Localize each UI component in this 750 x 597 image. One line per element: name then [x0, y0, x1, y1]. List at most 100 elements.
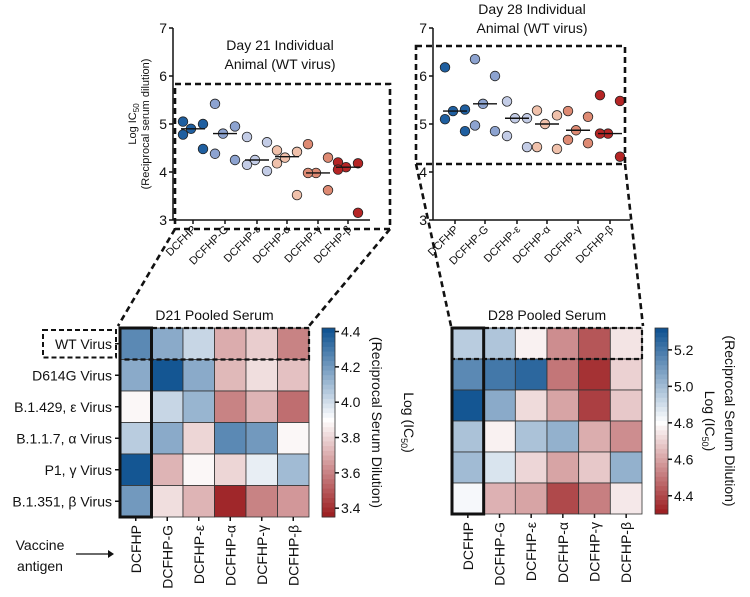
data-point — [209, 98, 221, 110]
data-point — [582, 111, 594, 123]
column-label: DCFHP-G — [492, 522, 508, 586]
heatmap-cell — [119, 327, 152, 360]
data-point — [501, 96, 513, 107]
heatmap-cell — [277, 453, 310, 486]
heatmap-cell — [277, 327, 310, 360]
heatmap-cell — [546, 420, 580, 453]
y-label-sub: 50 — [132, 103, 141, 112]
y-tick-label: 3 — [159, 212, 167, 228]
data-point — [551, 143, 563, 155]
heatmap-cell — [609, 482, 643, 515]
colorbar-segment — [322, 365, 335, 372]
heatmap-cell — [546, 451, 580, 484]
colorbar-segment — [655, 490, 668, 496]
colorbar-tick-label: 4.8 — [674, 415, 694, 431]
colorbar-segment — [655, 453, 668, 459]
d28-heatmap: D28 Pooled Serum DCFHP DCFHP-G DCFHP-ε DCFHP… — [450, 307, 738, 586]
heatmap-cell — [609, 327, 643, 360]
data-point — [332, 164, 344, 175]
row-label: WT Virus — [55, 336, 112, 352]
colorbar-segment — [655, 355, 668, 362]
colorbar-label-main: Log (IC — [702, 391, 718, 437]
y-tick-label: 5 — [159, 116, 167, 132]
colorbar-segment — [655, 500, 668, 506]
y-tick-label: 5 — [419, 116, 427, 132]
heatmap-cell — [609, 451, 643, 484]
column-label: DCFHP-β — [618, 522, 634, 583]
colorbar-segment — [655, 393, 668, 399]
colorbar-segment — [322, 389, 335, 395]
heatmap-cell — [514, 389, 548, 422]
heatmap-cell — [214, 485, 247, 518]
data-point — [501, 130, 513, 142]
colorbar-tick-label: 3.6 — [341, 465, 361, 481]
colorbar-segment — [655, 388, 668, 394]
data-point — [562, 134, 574, 146]
colorbar-label-line2: (Reciprocal Serum Dilution) — [722, 335, 738, 506]
heatmap-cell — [514, 482, 548, 515]
colorbar-label-main: Log (IC — [401, 392, 417, 438]
heatmap-cell — [119, 422, 152, 455]
colorbar-segment — [322, 408, 335, 414]
heatmap-cell — [609, 420, 643, 453]
colorbar-segment — [322, 375, 335, 381]
heatmap-cell — [245, 327, 278, 360]
heatmap-cell — [609, 389, 643, 422]
heatmap-cell — [578, 327, 611, 360]
colorbar-segment — [655, 462, 668, 468]
colorbar-segment — [322, 441, 335, 447]
heatmap-cell — [151, 390, 184, 423]
heatmap-cell — [151, 359, 184, 392]
data-point — [459, 125, 471, 137]
data-point — [562, 105, 574, 117]
heatmap-cell — [182, 327, 215, 360]
heatmap-cell — [245, 422, 278, 455]
d21-heatmap: D21 Pooled Serum WT Virus D614G Virus B.1.4… — [12, 307, 417, 589]
heatmap-cell — [151, 422, 184, 455]
heatmap-cell — [245, 453, 278, 486]
data-point — [531, 105, 543, 116]
heatmap-cell — [214, 359, 247, 392]
colorbar-segment — [322, 332, 335, 338]
colorbar-segment — [655, 481, 668, 487]
colorbar-segment — [322, 417, 335, 423]
colorbar-segment — [655, 360, 668, 366]
y-tick-label: 3 — [419, 212, 427, 228]
column-label: DCFHP-α — [555, 522, 571, 583]
heatmap-cell — [546, 327, 580, 360]
antigen-label: antigen — [17, 558, 63, 574]
colorbar-tick-label: 4.0 — [341, 394, 361, 410]
heatmap-cell — [277, 359, 310, 392]
colorbar-segment — [322, 446, 335, 452]
y-tick-label: 7 — [419, 20, 427, 36]
colorbar-segment — [322, 479, 335, 485]
d28-connector-right — [623, 163, 645, 327]
heatmap-cell — [483, 389, 516, 422]
colorbar-tick-label: 5.0 — [674, 378, 694, 394]
colorbar-segment — [655, 332, 668, 338]
heatmap-cell — [277, 390, 310, 423]
heatmap-cell — [214, 422, 247, 455]
colorbar-segment — [655, 416, 668, 422]
colorbar-segment — [655, 458, 668, 464]
data-point — [279, 152, 291, 163]
colorbar-segment — [655, 504, 668, 510]
colorbar-tick-label: 4.4 — [341, 324, 361, 340]
colorbar-segment — [322, 469, 335, 475]
column-label: DCFHP-α — [222, 525, 238, 586]
heatmap-cell — [214, 327, 247, 360]
y-label-main: Log IC — [127, 112, 139, 144]
colorbar-segment — [322, 356, 335, 362]
heatmap-cell — [182, 422, 215, 455]
colorbar-segment — [655, 374, 668, 380]
colorbar-segment — [655, 379, 668, 385]
heatmap-cell — [609, 358, 643, 391]
heatmap-cell — [546, 358, 580, 391]
colorbar-tick-label: 4.2 — [341, 359, 361, 375]
data-point — [291, 146, 303, 158]
data-point — [352, 158, 364, 169]
heatmap-cell — [451, 327, 485, 360]
heatmap-cell — [578, 451, 611, 484]
y-tick-label: 6 — [419, 68, 427, 84]
